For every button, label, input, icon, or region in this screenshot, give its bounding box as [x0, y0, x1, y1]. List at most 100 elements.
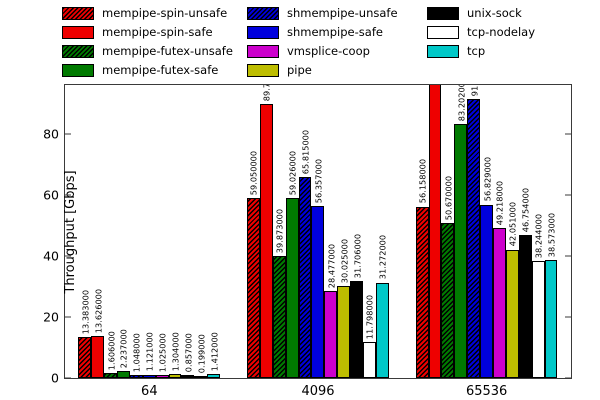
- hatch-pattern-icon: [105, 374, 117, 377]
- y-tick-mark: [565, 133, 571, 135]
- hatch-pattern-icon: [79, 338, 91, 377]
- bar-mempipe-spin-safe-64[interactable]: 13.626000: [91, 289, 105, 378]
- legend-item-vmsplice-coop[interactable]: vmsplice-coop: [247, 42, 427, 61]
- legend-item-mempipe-futex-unsafe[interactable]: mempipe-futex-unsafe: [62, 42, 247, 61]
- legend-swatch-icon: [427, 45, 459, 58]
- bar-slot: 46.754000: [518, 85, 532, 378]
- bar-mempipe-futex-unsafe-64[interactable]: 1.606000: [104, 331, 118, 378]
- bar-value-label: 83.202000: [456, 85, 467, 122]
- bar-group-65536: 56.158000 50.670000 83.202000 91.5 56.829000…: [415, 85, 558, 378]
- y-tick-mark: [65, 255, 71, 257]
- legend-item-unix-sock[interactable]: unix-sock: [427, 4, 587, 23]
- bar-mempipe-spin-unsafe-64[interactable]: 13.383000: [78, 290, 92, 378]
- bar-slot: 1.048000: [129, 85, 143, 378]
- y-tick-mark: [65, 194, 71, 196]
- y-tick-label: 60: [43, 187, 59, 203]
- x-tick-label-65536: 65536: [465, 384, 508, 399]
- bar-value-label: 1.121000: [144, 332, 155, 372]
- bar-slot: 59.050000: [247, 85, 260, 378]
- legend-swatch-icon: [62, 45, 94, 58]
- bar-mempipe-futex-unsafe-4096[interactable]: 39.873000: [272, 209, 286, 378]
- bar-mempipe-futex-safe-64[interactable]: 2.237000: [117, 329, 130, 378]
- bar-mempipe-futex-safe-4096[interactable]: 59.026000: [285, 151, 299, 378]
- legend-item-mempipe-spin-unsafe[interactable]: mempipe-spin-unsafe: [62, 4, 247, 23]
- y-tick-label: 40: [43, 248, 59, 264]
- legend-label: tcp: [467, 43, 486, 58]
- bar-tcp-nodelay-64[interactable]: 0.199000: [194, 334, 208, 378]
- y-tick-label: 20: [43, 309, 59, 325]
- bar-value-label: 56.829000: [481, 157, 492, 202]
- bar-mempipe-spin-unsafe-4096[interactable]: 59.050000: [247, 151, 260, 378]
- bar-shmempipe-safe-65536[interactable]: 56.829000: [480, 157, 494, 378]
- bar-value-label: 2.237000: [118, 329, 129, 369]
- legend-item-tcp[interactable]: tcp: [427, 42, 587, 61]
- bar-slot: 30.025000: [337, 85, 351, 378]
- bar-vmsplice-coop-65536[interactable]: 49.218000: [493, 181, 506, 378]
- bar-mempipe-spin-safe-4096[interactable]: 89.74: [259, 85, 273, 378]
- legend-swatch-icon: [427, 26, 459, 39]
- legend-label: shmempipe-unsafe: [287, 5, 398, 20]
- bar-vmsplice-coop-64[interactable]: 1.025000: [155, 333, 169, 378]
- bar-shmempipe-unsafe-4096[interactable]: 65.815000: [298, 130, 312, 378]
- y-tick-mark: [565, 255, 571, 257]
- bar-slot: 56.357000: [311, 85, 325, 378]
- bar-unix-sock-4096[interactable]: 31.706000: [350, 234, 364, 378]
- bar-slot: 1.121000: [142, 85, 156, 378]
- y-tick-mark: [565, 377, 571, 379]
- bar-unix-sock-65536[interactable]: 46.754000: [518, 188, 532, 378]
- bar-tcp-4096[interactable]: 31.272000: [375, 235, 389, 378]
- bar-slot: 0.857000: [181, 85, 195, 378]
- bar-slot: 2.237000: [117, 85, 130, 378]
- bar-unix-sock-64[interactable]: 0.857000: [181, 333, 195, 378]
- y-tick-mark: [65, 133, 71, 135]
- y-tick-mark: [565, 316, 571, 318]
- bar-mempipe-futex-safe-65536[interactable]: 83.202000: [454, 85, 468, 378]
- legend-item-shmempipe-unsafe[interactable]: shmempipe-unsafe: [247, 4, 427, 23]
- bar-mempipe-spin-unsafe-65536[interactable]: 56.158000: [415, 159, 429, 378]
- bar-slot: 39.873000: [272, 85, 286, 378]
- legend-label: mempipe-futex-safe: [102, 62, 219, 77]
- bar-value-label: 1.304000: [170, 331, 181, 372]
- bar-value-label: 38.244000: [533, 214, 544, 259]
- bar-value-label: 49.218000: [494, 180, 505, 225]
- bar-tcp-nodelay-4096[interactable]: 11.798000: [363, 295, 376, 378]
- bar-mempipe-futex-unsafe-65536[interactable]: 50.670000: [441, 176, 455, 378]
- bar-value-label: 39.873000: [274, 209, 285, 254]
- bar-slot: 38.244000: [531, 85, 545, 378]
- legend-item-mempipe-futex-safe[interactable]: mempipe-futex-safe: [62, 61, 247, 80]
- bar-value-label: 65.815000: [300, 129, 311, 175]
- y-tick-label: 0: [51, 370, 59, 386]
- bar-pipe-4096[interactable]: 30.025000: [337, 239, 351, 378]
- bar-slot: 11.798000: [363, 85, 376, 378]
- legend-label: pipe: [287, 62, 312, 77]
- bar-slot: 59.026000: [285, 85, 299, 378]
- legend-item-tcp-nodelay[interactable]: tcp-nodelay: [427, 23, 587, 42]
- bar-slot: 42.051000: [505, 85, 519, 378]
- bar-tcp-nodelay-65536[interactable]: 38.244000: [531, 214, 545, 378]
- bar-vmsplice-coop-4096[interactable]: 28.477000: [324, 244, 338, 378]
- bar-shmempipe-safe-4096[interactable]: 56.357000: [311, 159, 325, 378]
- hatch-pattern-icon: [416, 207, 428, 377]
- x-tick-label-4096: 4096: [301, 384, 335, 399]
- bar-shmempipe-safe-64[interactable]: 1.121000: [142, 333, 156, 378]
- bar-slot: 1.412000: [207, 85, 221, 378]
- legend-item-shmempipe-safe[interactable]: shmempipe-safe: [247, 23, 427, 42]
- bar-mempipe-spin-safe-65536[interactable]: [428, 85, 442, 378]
- bar-pipe-64[interactable]: 1.304000: [168, 332, 182, 378]
- bar-shmempipe-unsafe-65536[interactable]: 91.5: [467, 85, 481, 378]
- bar-value-label: 59.026000: [287, 150, 298, 195]
- bar-value-label: 28.477000: [326, 243, 337, 289]
- legend-item-mempipe-spin-safe[interactable]: mempipe-spin-safe: [62, 23, 247, 42]
- bar-value-label: 31.706000: [351, 233, 362, 279]
- bar-tcp-65536[interactable]: 38.573000: [544, 213, 558, 378]
- bar-slot: 28.477000: [324, 85, 338, 378]
- bar-shmempipe-unsafe-64[interactable]: 1.048000: [129, 333, 143, 378]
- bar-pipe-65536[interactable]: 42.051000: [505, 202, 519, 378]
- bar-tcp-64[interactable]: 1.412000: [207, 332, 221, 378]
- bar-value-label: 30.025000: [339, 239, 349, 284]
- bar-value-label: 1.412000: [209, 331, 219, 371]
- legend-label: unix-sock: [467, 5, 522, 20]
- hatch-pattern-icon: [130, 375, 142, 377]
- bar-slot: 56.829000: [480, 85, 494, 378]
- legend-item-pipe[interactable]: pipe: [247, 61, 427, 80]
